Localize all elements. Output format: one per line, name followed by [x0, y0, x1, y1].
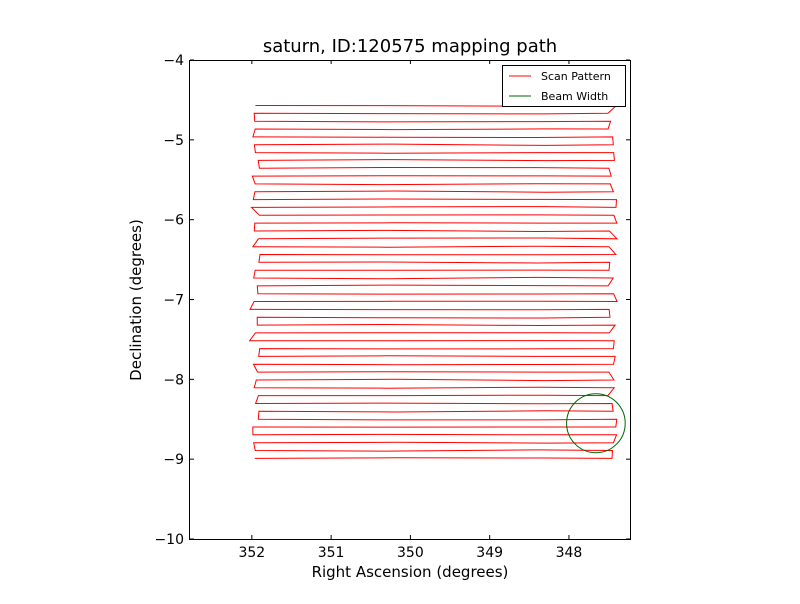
y-tick-label: −7	[163, 293, 184, 309]
plot-frame	[189, 60, 631, 540]
x-tick-label: 350	[397, 545, 424, 561]
legend: Scan Pattern Beam Width	[502, 65, 626, 107]
legend-box	[502, 65, 626, 107]
x-tick-label: 352	[238, 545, 265, 561]
legend-scan-pattern-label: Scan Pattern	[541, 70, 611, 83]
y-tick-label: −8	[163, 372, 184, 388]
x-tick-label: 351	[318, 545, 345, 561]
y-axis-label: Declination (degrees)	[127, 219, 145, 381]
x-tick-label: 348	[556, 545, 583, 561]
chart-title: saturn, ID:120575 mapping path	[263, 36, 557, 57]
x-axis-label: Right Ascension (degrees)	[312, 563, 509, 581]
beam-width-circle	[566, 393, 626, 454]
x-axis: 352 351 350 349 348	[238, 60, 582, 561]
y-tick-label: −9	[163, 452, 184, 468]
plot-area	[248, 104, 626, 459]
y-tick-label: −4	[163, 53, 184, 69]
y-tick-label: −10	[154, 532, 184, 548]
y-tick-label: −6	[163, 213, 184, 229]
y-axis: −4 −5 −6 −7 −8 −9 −10	[154, 53, 630, 548]
x-tick-label: 349	[476, 545, 503, 561]
y-tick-label: −5	[163, 133, 184, 149]
legend-beam-width-label: Beam Width	[541, 90, 608, 103]
scan-pattern-line	[248, 104, 619, 459]
